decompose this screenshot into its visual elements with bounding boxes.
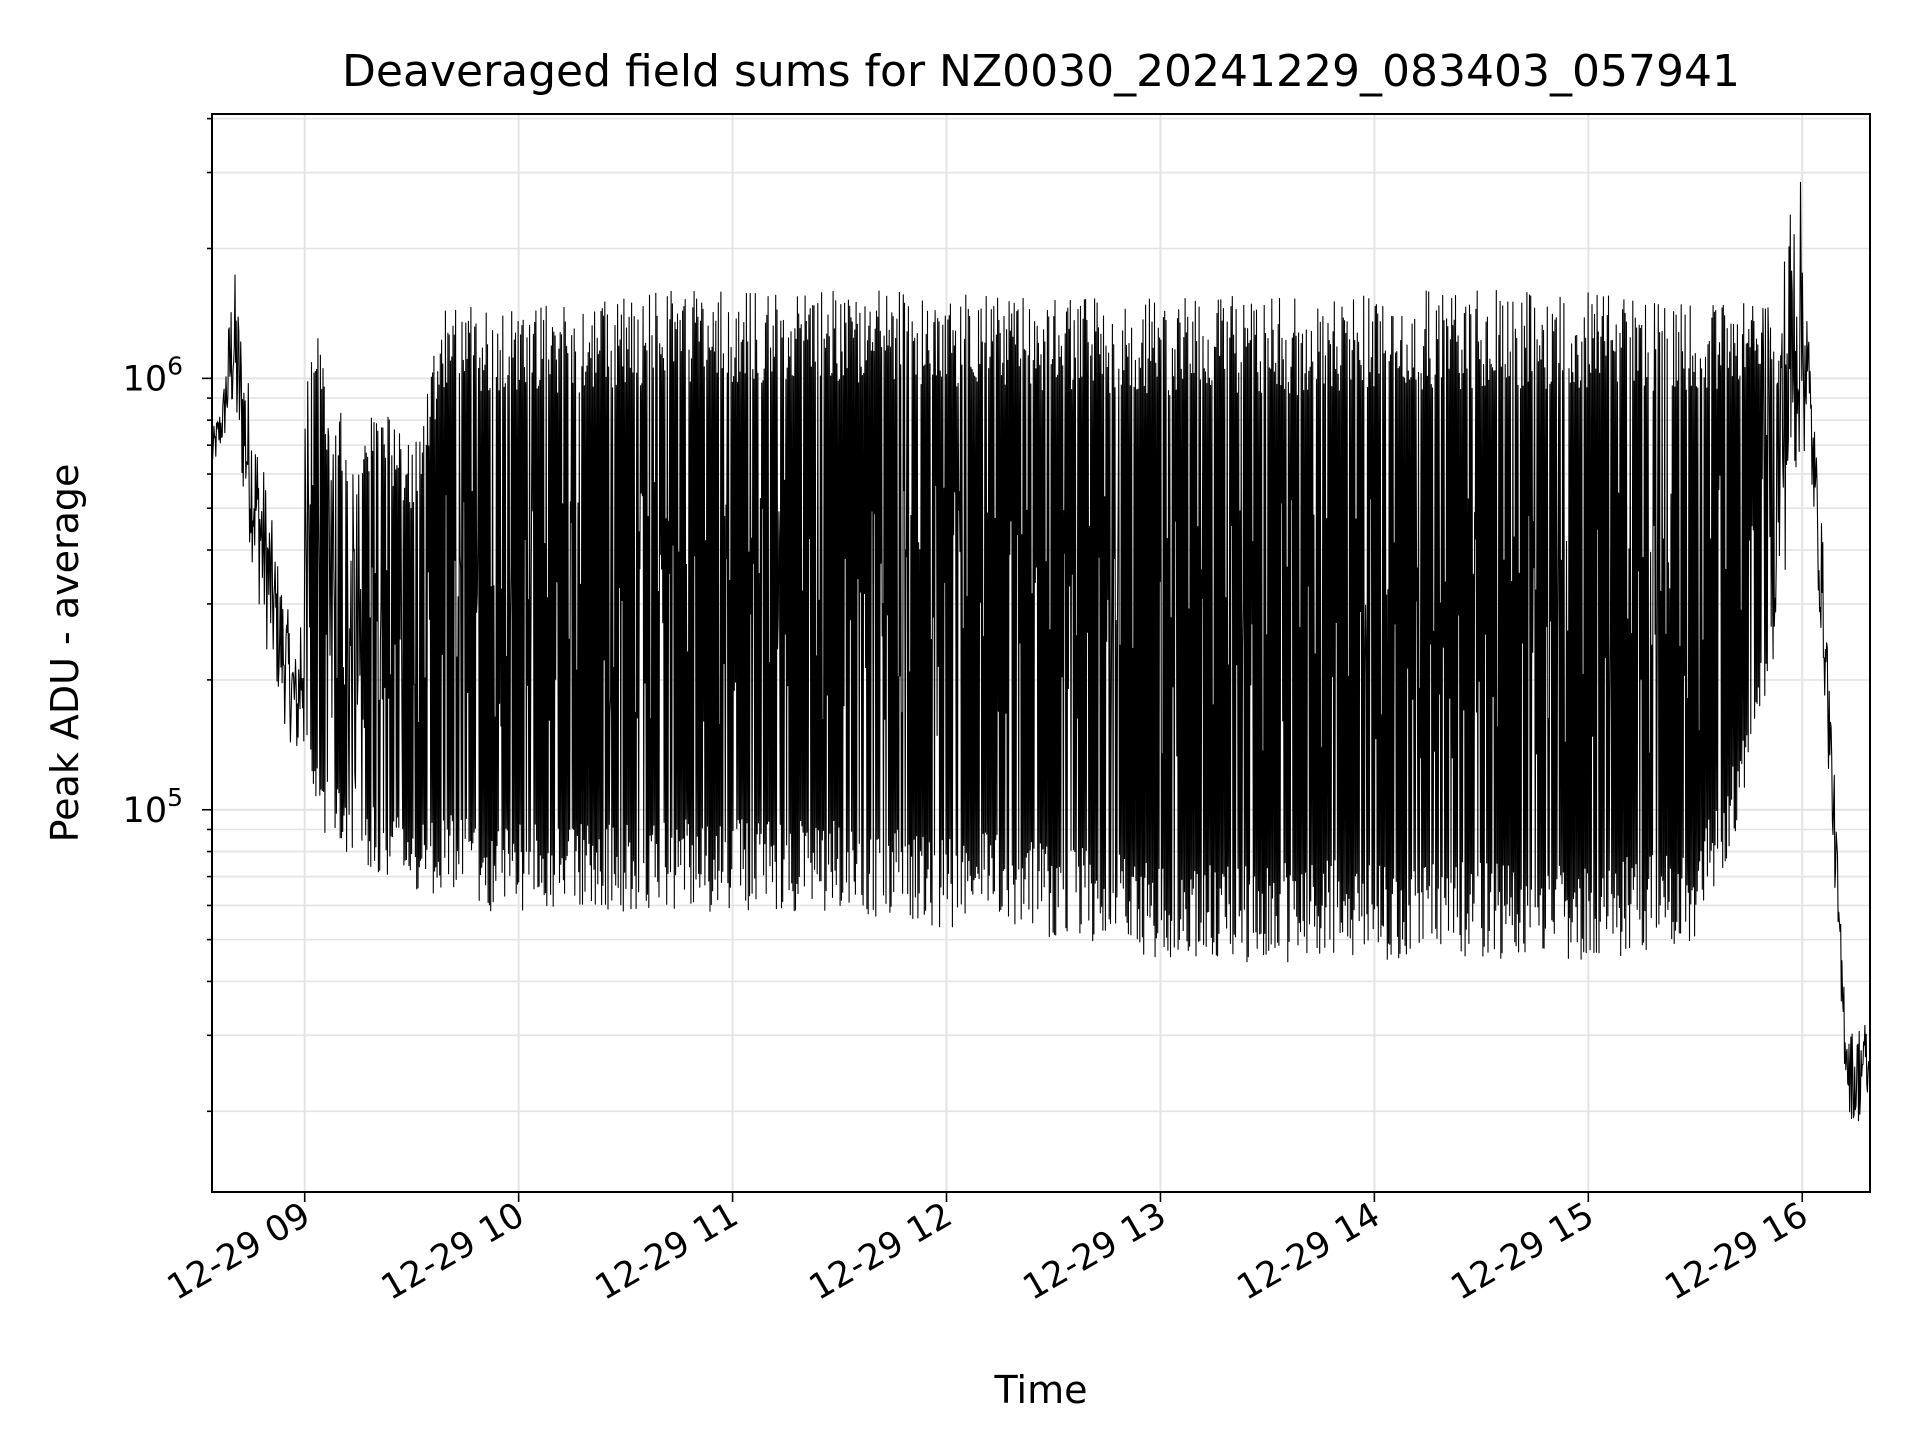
series-line <box>212 181 1870 1122</box>
data-layer <box>212 181 1870 1122</box>
y-axis-label: Peak ADU - average <box>43 464 87 843</box>
y-tick-label: 105 <box>123 783 183 831</box>
y-tick-label: 106 <box>123 351 183 399</box>
x-axis-label: Time <box>994 1368 1088 1412</box>
chart-title: Deaveraged field sums for NZ0030_2024122… <box>342 46 1740 97</box>
plot-frame <box>211 113 1871 1193</box>
